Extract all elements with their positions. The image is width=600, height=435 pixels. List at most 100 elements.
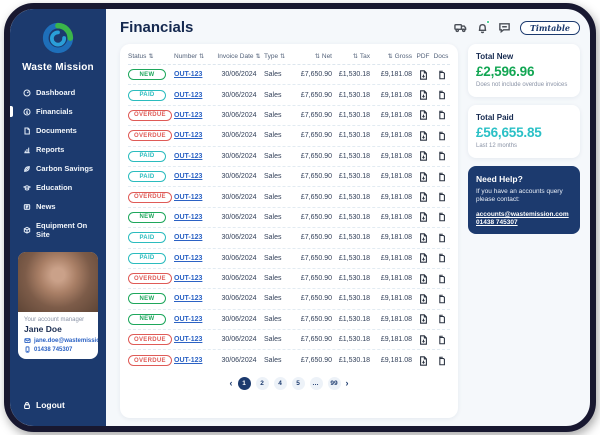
pdf-download-button[interactable] xyxy=(414,233,432,243)
notifications-button[interactable] xyxy=(476,20,490,34)
invoice-date: 30/06/2024 xyxy=(221,336,257,344)
pdf-download-button[interactable] xyxy=(414,192,432,202)
logout-button[interactable]: Logout xyxy=(10,400,106,426)
docs-button[interactable] xyxy=(432,110,450,120)
documents-icon xyxy=(24,126,30,135)
invoice-number-link[interactable]: OUT-123 xyxy=(174,193,203,201)
invoice-tax: £1,530.18 xyxy=(338,234,370,242)
account-manager-email: jane.doe@wastemissio... xyxy=(34,337,98,344)
column-header-net[interactable]: ⇅ Net xyxy=(314,53,332,60)
pdf-download-button[interactable] xyxy=(414,131,432,141)
pdf-download-button[interactable] xyxy=(414,294,432,304)
docs-button[interactable] xyxy=(432,274,450,284)
invoice-number-link[interactable]: OUT-123 xyxy=(174,91,203,99)
invoice-date: 30/06/2024 xyxy=(221,91,257,99)
pdf-download-button[interactable] xyxy=(414,355,432,366)
sort-icon[interactable]: ⇅ xyxy=(314,54,320,60)
invoice-number-link[interactable]: OUT-123 xyxy=(174,295,203,303)
invoice-net: £7,650.90 xyxy=(300,234,332,242)
invoice-tax: £1,530.18 xyxy=(338,213,370,221)
news-icon xyxy=(23,203,31,210)
invoice-net: £7,650.90 xyxy=(300,357,332,365)
sidebar-item-documents[interactable]: Documents xyxy=(10,123,106,138)
column-header-gross[interactable]: ⇅ Gross xyxy=(387,53,412,60)
pagination-page-4[interactable]: 4 xyxy=(273,376,287,390)
account-manager-phone-link[interactable]: 01438 745307 xyxy=(24,346,92,353)
docs-button[interactable] xyxy=(432,335,450,345)
docs-button[interactable] xyxy=(432,356,450,366)
invoice-number-link[interactable]: OUT-123 xyxy=(174,71,203,79)
pdf-download-button[interactable] xyxy=(414,212,432,223)
docs-button[interactable] xyxy=(432,192,450,202)
docs-button[interactable] xyxy=(432,90,450,100)
sidebar-item-equipment-on-site[interactable]: Equipment On Site xyxy=(10,218,106,242)
invoice-number-link[interactable]: OUT-123 xyxy=(174,132,203,140)
sidebar-item-reports[interactable]: Reports xyxy=(10,142,106,157)
pdf-download-button[interactable] xyxy=(414,253,432,263)
sort-icon[interactable]: ⇅ xyxy=(352,54,358,60)
pagination-page-99[interactable]: 99 xyxy=(327,376,341,390)
pagination-page-2[interactable]: 2 xyxy=(255,376,269,390)
invoice-number-link[interactable]: OUT-123 xyxy=(174,111,203,119)
invoice-number-link[interactable]: OUT-123 xyxy=(174,173,203,181)
column-header-number[interactable]: Number ⇅ xyxy=(174,53,205,60)
column-header-invoice-date[interactable]: Invoice Date ⇅ xyxy=(217,53,261,60)
help-email-link[interactable]: accounts@wastemission.com xyxy=(476,211,569,219)
sort-icon[interactable]: ⇅ xyxy=(280,54,286,60)
docs-button[interactable] xyxy=(432,314,450,324)
docs-button[interactable] xyxy=(432,70,450,80)
account-manager-email-link[interactable]: jane.doe@wastemissio... xyxy=(24,337,98,344)
invoice-number-link[interactable]: OUT-123 xyxy=(174,234,203,242)
column-header-type[interactable]: Type ⇅ xyxy=(264,53,286,60)
pdf-download-button[interactable] xyxy=(414,69,432,80)
pdf-download-button[interactable] xyxy=(414,314,432,325)
pagination: ‹ 1 2 4 5 … 99 › xyxy=(128,371,450,393)
sort-icon[interactable]: ⇅ xyxy=(387,54,393,60)
sidebar-item-dashboard[interactable]: Dashboard xyxy=(10,85,106,100)
docs-button[interactable] xyxy=(432,212,450,222)
pdf-download-button[interactable] xyxy=(414,273,432,284)
docs-button[interactable] xyxy=(432,172,450,182)
partner-logo-pill[interactable]: Timtable xyxy=(519,20,580,35)
sort-icon[interactable]: ⇅ xyxy=(199,54,205,60)
sort-icon[interactable]: ⇅ xyxy=(255,54,261,60)
column-header-tax[interactable]: ⇅ Tax xyxy=(352,53,370,60)
pagination-prev-button[interactable]: ‹ xyxy=(229,377,233,388)
total-paid-card: Total Paid £56,655.85 Last 12 months xyxy=(468,104,580,158)
vehicle-tracking-button[interactable] xyxy=(454,21,467,34)
pdf-download-button[interactable] xyxy=(414,90,432,100)
invoice-number-link[interactable]: OUT-123 xyxy=(174,254,203,262)
invoice-net: £7,650.90 xyxy=(300,173,332,181)
pagination-ellipsis: … xyxy=(309,376,323,390)
pdf-file-icon xyxy=(419,110,427,121)
pdf-download-button[interactable] xyxy=(414,110,432,121)
help-phone-link[interactable]: 01438 745307 xyxy=(476,219,518,227)
pagination-next-button[interactable]: › xyxy=(345,377,349,388)
invoice-number-link[interactable]: OUT-123 xyxy=(174,275,203,283)
docs-button[interactable] xyxy=(432,253,450,263)
pdf-file-icon xyxy=(419,355,427,366)
pagination-page-5[interactable]: 5 xyxy=(291,376,305,390)
messages-button[interactable] xyxy=(498,21,511,34)
pdf-download-button[interactable] xyxy=(414,335,432,345)
docs-button[interactable] xyxy=(432,294,450,304)
sort-icon[interactable]: ⇅ xyxy=(148,54,154,60)
pagination-page-1[interactable]: 1 xyxy=(237,376,251,390)
invoice-number-link[interactable]: OUT-123 xyxy=(174,152,203,160)
sidebar-item-financials[interactable]: Financials xyxy=(10,104,106,119)
sidebar-item-news[interactable]: News xyxy=(10,199,106,214)
sidebar-item-education[interactable]: Education xyxy=(10,180,106,195)
docs-button[interactable] xyxy=(432,151,450,161)
invoice-date: 30/06/2024 xyxy=(221,357,257,365)
total-new-caption: Does not include overdue invoices xyxy=(476,82,568,88)
sidebar-item-carbon-savings[interactable]: Carbon Savings xyxy=(10,161,106,176)
invoice-number-link[interactable]: OUT-123 xyxy=(174,213,203,221)
pdf-download-button[interactable] xyxy=(414,151,432,161)
pdf-download-button[interactable] xyxy=(414,171,432,182)
invoice-number-link[interactable]: OUT-123 xyxy=(174,357,203,365)
invoice-number-link[interactable]: OUT-123 xyxy=(174,315,203,323)
docs-button[interactable] xyxy=(432,233,450,243)
invoice-number-link[interactable]: OUT-123 xyxy=(174,336,203,344)
docs-button[interactable] xyxy=(432,131,450,141)
column-header-status[interactable]: Status ⇅ xyxy=(128,53,154,60)
